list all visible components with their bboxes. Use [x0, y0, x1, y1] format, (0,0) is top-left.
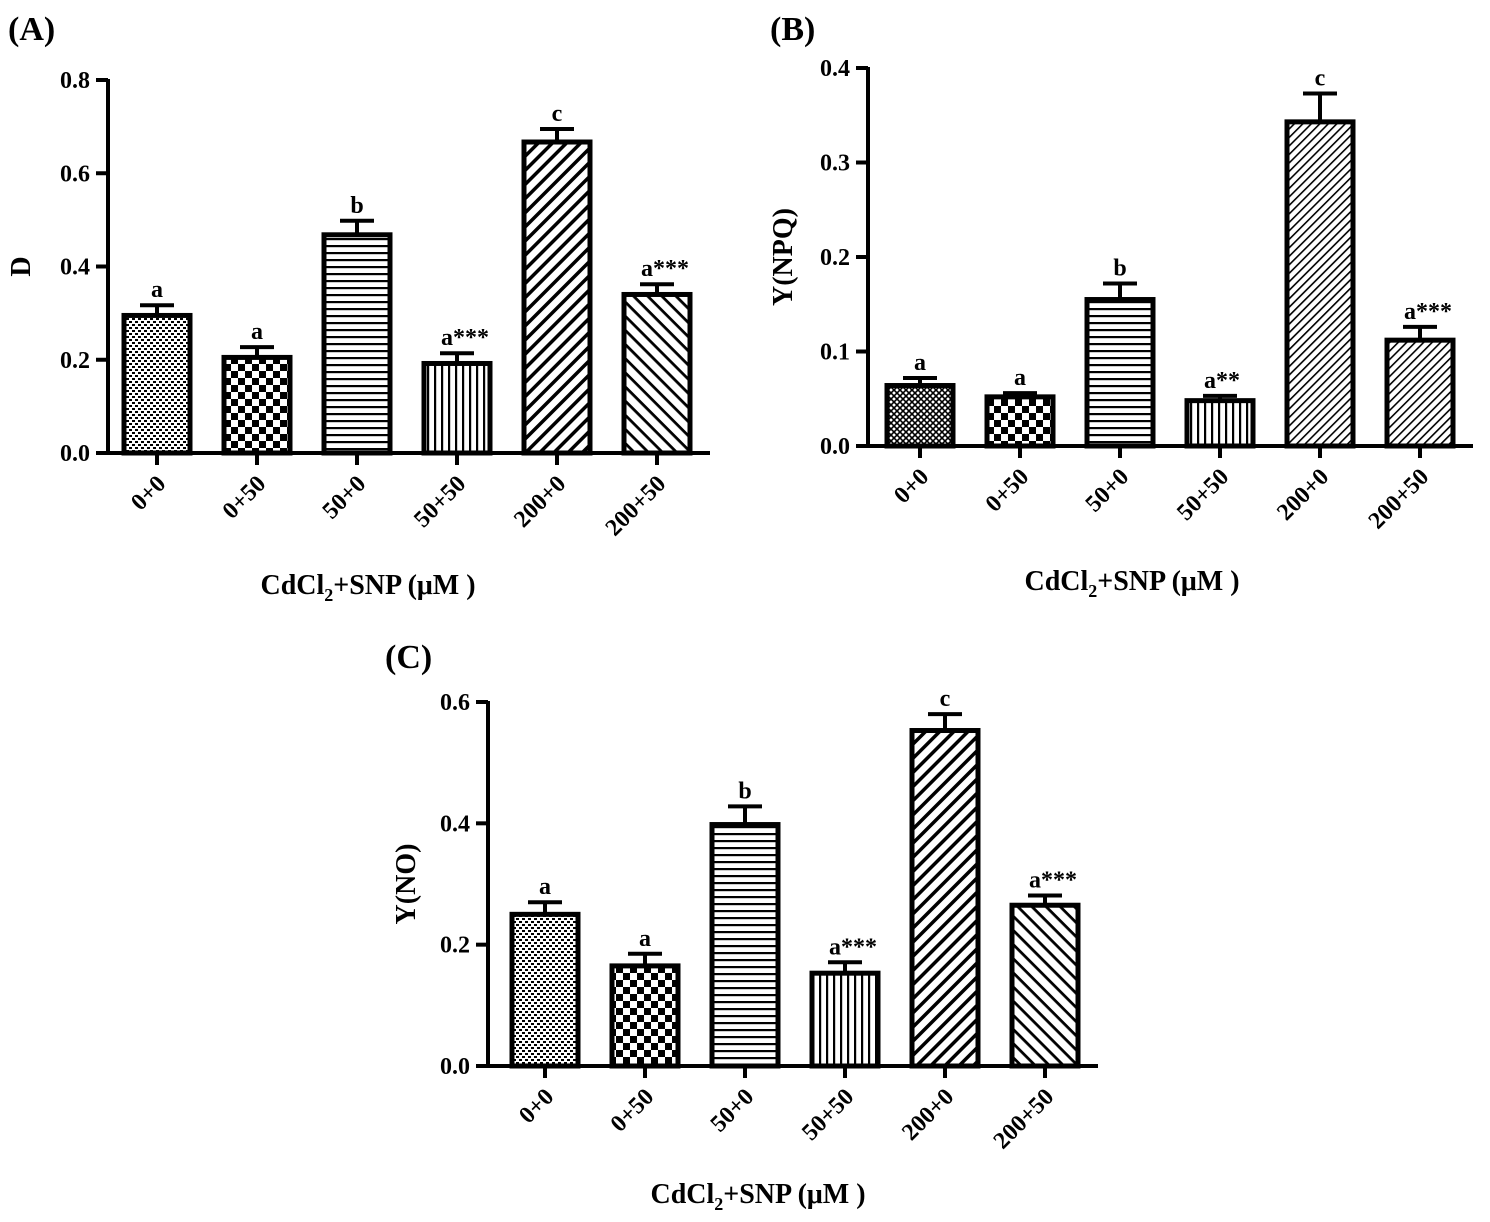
bar: [809, 970, 881, 1069]
bar: [1084, 297, 1156, 449]
significance-label: a**: [1204, 368, 1240, 394]
x-tick-label: 0+0: [514, 1084, 559, 1129]
bar: [621, 291, 693, 456]
x-axis-title: CdCl2+SNP (μM ): [650, 1179, 865, 1214]
bar: [321, 232, 393, 456]
bar: [521, 139, 593, 456]
chart-panel-3: (C) 0.0 0.2 0.4 0.6 Y(NO) 0+0 a 0+50 a 50+0 b 50+50 a…: [385, 639, 1098, 1214]
significance-label: a: [251, 319, 263, 345]
bar: [709, 822, 781, 1069]
x-tick-label: 0+50: [606, 1084, 660, 1138]
y-tick-label: 0.4: [60, 255, 90, 281]
y-tick-label: 0.8: [60, 68, 90, 94]
x-axis-title: CdCl2+SNP (μM ): [260, 570, 475, 605]
y-axis-title: Y(NPQ): [768, 208, 799, 306]
bar: [1184, 398, 1256, 449]
bar: [509, 911, 581, 1069]
significance-label: b: [350, 193, 363, 219]
y-tick-label: 0.0: [820, 434, 850, 460]
x-tick-label: 0+50: [981, 464, 1035, 518]
panel-label: (A): [8, 11, 55, 48]
x-tick-label: 50+50: [797, 1084, 859, 1146]
significance-label: a***: [829, 934, 877, 960]
significance-label: b: [738, 778, 751, 804]
x-tick-label: 200+0: [897, 1084, 959, 1146]
significance-label: c: [940, 686, 951, 712]
x-tick-label: 0+50: [218, 471, 272, 525]
panel-label: (B): [770, 11, 815, 48]
y-tick-label: 0.0: [440, 1054, 470, 1080]
x-axis-title: CdCl2+SNP (μM ): [1024, 566, 1239, 601]
significance-label: c: [1315, 66, 1326, 92]
y-tick-label: 0.0: [60, 441, 90, 467]
y-axis-title: D: [6, 256, 37, 276]
panel-label: (C): [385, 639, 432, 676]
significance-label: b: [1113, 255, 1126, 281]
x-tick-label: 200+50: [601, 471, 671, 541]
y-tick-label: 0.3: [820, 151, 850, 177]
bar: [1384, 337, 1456, 449]
bar: [421, 360, 493, 456]
bar: [609, 963, 681, 1069]
chart-panel-1: (A) 0.0 0.2 0.4 0.6 0.8 D 0+0 a 0+50 a 50+0 b 50+50 a*…: [6, 11, 710, 605]
x-tick-label: 200+50: [989, 1084, 1059, 1154]
chart-panel-2: (B) 0.0 0.1 0.2 0.3 0.4 Y(NPQ) 0+0 a 0+50 a 50+0 b 50…: [768, 11, 1473, 601]
y-tick-label: 0.6: [440, 690, 470, 716]
bar: [1284, 119, 1356, 449]
x-tick-label: 50+50: [1172, 464, 1234, 526]
significance-label: c: [552, 101, 563, 127]
x-tick-label: 0+0: [126, 471, 171, 516]
x-tick-label: 50+50: [409, 471, 471, 533]
y-tick-label: 0.1: [820, 340, 850, 366]
bar: [884, 383, 956, 449]
bar: [121, 312, 193, 456]
y-tick-label: 0.4: [440, 811, 470, 837]
significance-label: a***: [1029, 868, 1077, 894]
bar: [984, 394, 1056, 449]
bar: [221, 354, 293, 456]
significance-label: a***: [441, 325, 489, 351]
significance-label: a: [639, 926, 651, 952]
bar: [909, 728, 981, 1069]
significance-label: a: [914, 350, 926, 376]
x-tick-label: 200+0: [509, 471, 571, 533]
y-tick-label: 0.2: [440, 933, 470, 959]
x-tick-label: 200+0: [1272, 464, 1334, 526]
y-axis-title: Y(NO): [391, 844, 422, 925]
significance-label: a: [151, 277, 163, 303]
x-tick-label: 50+0: [1081, 464, 1135, 518]
x-tick-label: 50+0: [706, 1084, 760, 1138]
x-tick-label: 50+0: [318, 471, 372, 525]
x-tick-label: 200+50: [1364, 464, 1434, 534]
significance-label: a***: [641, 256, 689, 282]
y-tick-label: 0.6: [60, 161, 90, 187]
bar: [1009, 902, 1081, 1069]
significance-label: a: [1014, 365, 1026, 391]
y-tick-label: 0.4: [820, 56, 850, 82]
significance-label: a: [539, 874, 551, 900]
significance-label: a***: [1404, 299, 1452, 325]
y-tick-label: 0.2: [60, 348, 90, 374]
x-tick-label: 0+0: [889, 464, 934, 509]
y-tick-label: 0.2: [820, 245, 850, 271]
